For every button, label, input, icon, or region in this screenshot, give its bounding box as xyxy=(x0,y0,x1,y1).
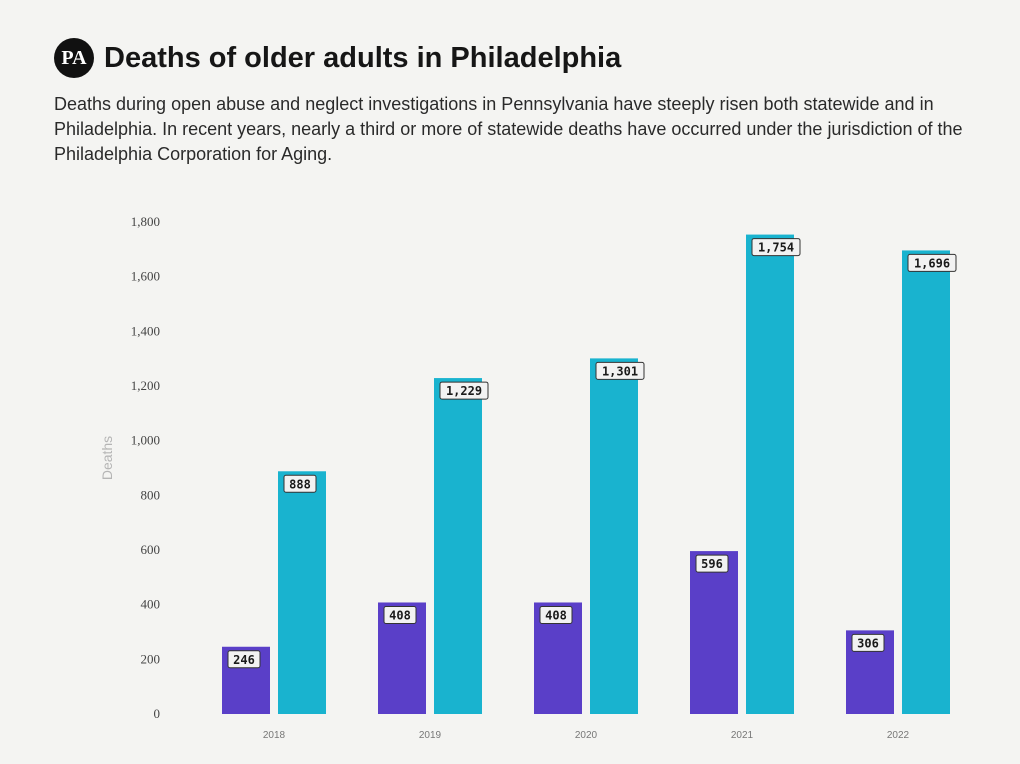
x-tick-label: 2021 xyxy=(731,730,754,741)
y-tick-label: 1,000 xyxy=(131,433,160,448)
y-tick-label: 400 xyxy=(141,597,161,612)
chart-subtitle: Deaths during open abuse and neglect inv… xyxy=(54,94,963,164)
publisher-logo: PA xyxy=(54,38,94,78)
data-label-box xyxy=(907,253,957,272)
data-label: 1,301 xyxy=(602,364,638,378)
bar xyxy=(434,378,482,714)
data-label: 1,754 xyxy=(758,241,794,255)
y-tick-label: 1,800 xyxy=(131,214,160,229)
data-label: 306 xyxy=(857,636,879,650)
data-label: 888 xyxy=(289,477,311,491)
data-label: 1,229 xyxy=(446,384,482,398)
y-tick-label: 800 xyxy=(141,487,161,502)
data-label: 596 xyxy=(701,557,723,571)
y-tick-label: 1,600 xyxy=(131,269,160,284)
y-tick-label: 0 xyxy=(154,706,161,721)
data-label-box xyxy=(227,650,261,669)
bar xyxy=(690,551,738,714)
data-label-box xyxy=(695,554,729,573)
x-tick-label: 2019 xyxy=(419,730,442,741)
bar xyxy=(590,358,638,714)
bar xyxy=(278,471,326,714)
chart-title: Deaths of older adults in Philadelphia xyxy=(104,41,622,74)
data-label-box xyxy=(283,474,317,493)
chart-header: PA Deaths of older adults in Philadelphi… xyxy=(54,38,990,167)
bar xyxy=(902,250,950,714)
data-label: 408 xyxy=(545,608,567,622)
x-tick-label: 2022 xyxy=(887,730,910,741)
bar xyxy=(746,234,794,714)
y-axis-label: Deaths xyxy=(99,436,115,480)
y-tick-label: 200 xyxy=(141,651,161,666)
data-label: 246 xyxy=(233,653,255,667)
title-row: PA Deaths of older adults in Philadelphi… xyxy=(54,38,990,78)
y-tick-label: 1,400 xyxy=(131,323,160,338)
y-tick-label: 600 xyxy=(141,542,161,557)
data-label-box xyxy=(851,633,885,652)
x-tick-label: 2020 xyxy=(575,730,598,741)
data-label-box xyxy=(539,605,573,624)
data-label-box xyxy=(595,361,645,380)
data-label-box xyxy=(751,238,801,257)
data-label: 1,696 xyxy=(914,256,950,270)
x-tick-label: 2018 xyxy=(263,730,286,741)
data-label-box xyxy=(383,605,417,624)
data-label: 408 xyxy=(389,608,411,622)
data-label-box xyxy=(439,381,489,400)
y-tick-label: 1,200 xyxy=(131,378,160,393)
